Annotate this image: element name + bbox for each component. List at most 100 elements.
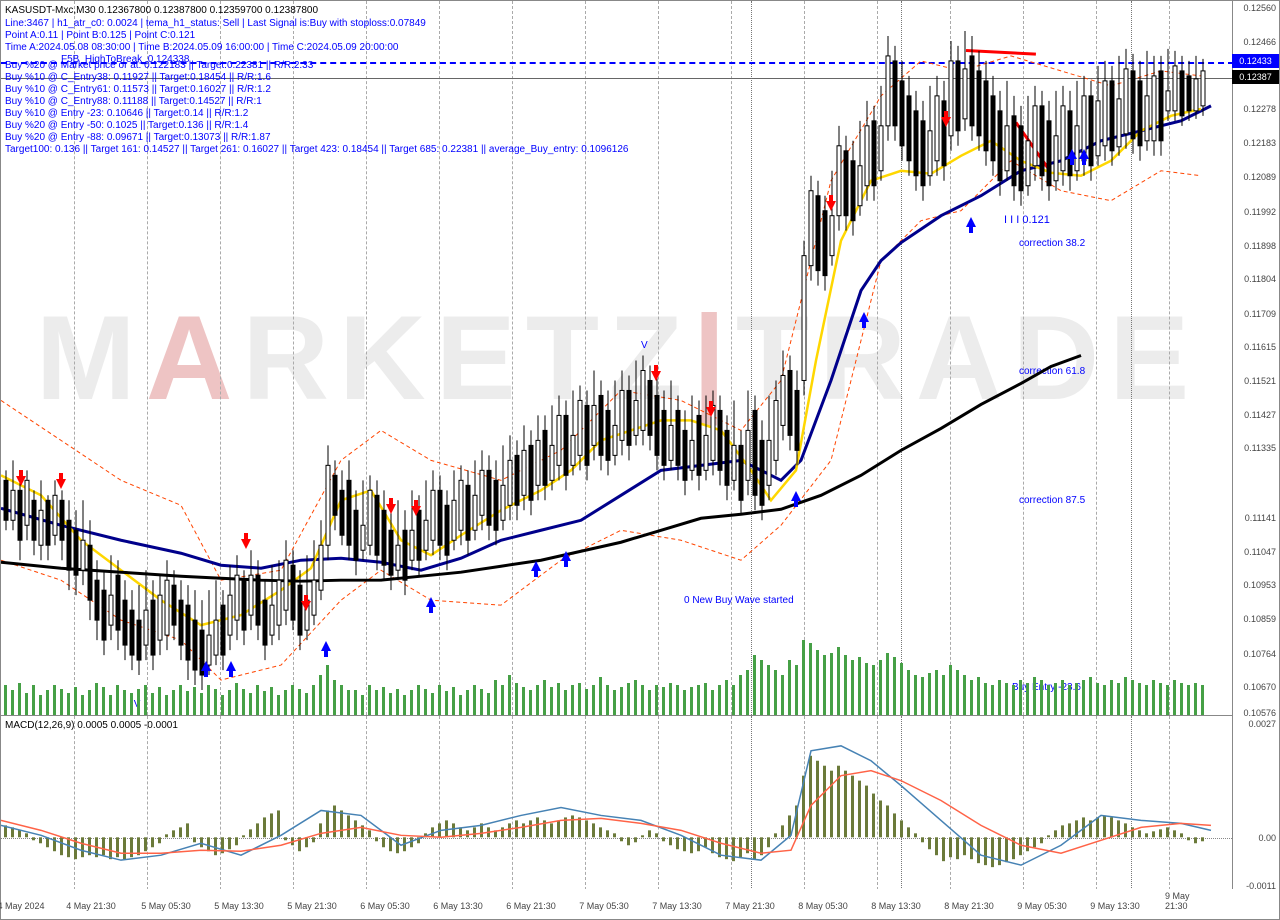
signal-arrow-up <box>1079 149 1089 159</box>
volume-bars <box>1 635 1234 715</box>
y-tick-label: 0.12183 <box>1243 138 1276 148</box>
y-tick-label: 0.10953 <box>1243 580 1276 590</box>
annotation-point-121: I I I 0.121 <box>1004 214 1050 226</box>
y-tick-label: 0.12560 <box>1243 3 1276 13</box>
grid-line <box>877 1 878 715</box>
time-marker-line <box>901 1 902 715</box>
x-tick-label: 5 May 05:30 <box>141 901 191 911</box>
grid-line <box>731 1 732 715</box>
x-tick-label: 8 May 13:30 <box>871 901 921 911</box>
x-tick-label: 8 May 21:30 <box>944 901 994 911</box>
signal-arrow-down <box>651 371 661 381</box>
signal-arrow-up <box>561 551 571 561</box>
price-badge-blue: 0.12433 <box>1232 54 1279 68</box>
annotation-correction-382: correction 38.2 <box>1019 238 1085 249</box>
grid-line <box>366 1 367 715</box>
annotation-correction-875: correction 87.5 <box>1019 495 1085 506</box>
symbol-title: KASUSDT-Mxc,M30 0.12367800 0.12387800 0.… <box>5 5 318 16</box>
y-tick-label: 0.11427 <box>1244 410 1276 420</box>
info-line: Target100: 0.136 || Target 161: 0.14527 … <box>5 144 629 155</box>
signal-arrow-down <box>386 504 396 514</box>
macd-panel[interactable]: MACD(12,26,9) 0.0005 0.0005 -0.0001 <box>1 716 1234 891</box>
signal-arrow-down <box>241 539 251 549</box>
x-tick-label: 6 May 21:30 <box>506 901 556 911</box>
signal-arrow-up <box>859 312 869 322</box>
grid-line <box>950 1 951 715</box>
y-tick-label: 0.11804 <box>1244 274 1276 284</box>
y-tick-label: 0.12466 <box>1243 37 1276 47</box>
price-y-axis: 0.12560 0.12466 0.12433 0.12387 0.12278 … <box>1232 1 1279 716</box>
info-line: Buy %20 @ Entry -88: 0.09671 || Target:0… <box>5 132 271 143</box>
x-tick-label: 9 May 21:30 <box>1165 891 1211 911</box>
y-tick-label: 0.11615 <box>1244 342 1276 352</box>
x-tick-label: 5 May 21:30 <box>287 901 337 911</box>
grid-line <box>439 1 440 715</box>
signal-arrow-down <box>826 201 836 211</box>
grid-line <box>585 1 586 715</box>
y-tick-label: 0.11335 <box>1244 443 1276 453</box>
price-chart-panel[interactable]: MARKETZ|TRADE KASUSDT-Mxc,M30 0.12367800… <box>1 1 1234 716</box>
grid-line <box>658 1 659 715</box>
y-tick-label: 0.0027 <box>1248 719 1276 729</box>
grid-line <box>512 1 513 715</box>
signal-arrow-down <box>56 479 66 489</box>
signal-arrow-down <box>706 407 716 417</box>
x-tick-label: 7 May 21:30 <box>725 901 775 911</box>
y-tick-label: 0.11521 <box>1244 376 1276 386</box>
y-tick-label: 0.10670 <box>1243 682 1276 692</box>
info-line: Time A:2024.05.08 08:30:00 | Time B:2024… <box>5 42 398 53</box>
info-line: Point A:0.11 | Point B:0.125 | Point C:0… <box>5 30 195 41</box>
x-tick-label: 6 May 13:30 <box>433 901 483 911</box>
grid-line <box>804 1 805 715</box>
signal-arrow-down <box>411 506 421 516</box>
annotation-v: V <box>641 340 648 351</box>
y-tick-label: 0.11898 <box>1244 241 1276 251</box>
x-tick-label: 6 May 05:30 <box>360 901 410 911</box>
x-tick-label: 9 May 13:30 <box>1090 901 1140 911</box>
info-line: Buy %10 @ C_Entry88: 0.11188 || Target:0… <box>5 96 262 107</box>
grid-line <box>1169 1 1170 715</box>
time-marker-line <box>751 1 752 715</box>
y-tick-label: 0.00 <box>1258 833 1276 843</box>
grid-line <box>293 1 294 715</box>
x-tick-label: 4 May 2024 <box>0 901 45 911</box>
y-tick-label: 0.10859 <box>1243 614 1276 624</box>
x-tick-label: 7 May 13:30 <box>652 901 702 911</box>
trading-chart-container: MARKETZ|TRADE KASUSDT-Mxc,M30 0.12367800… <box>0 0 1280 920</box>
signal-arrow-down <box>301 601 311 611</box>
signal-arrow-down <box>941 117 951 127</box>
trend-line-red <box>966 49 1036 56</box>
x-tick-label: 9 May 05:30 <box>1017 901 1067 911</box>
time-marker-line <box>1131 1 1132 715</box>
y-tick-label: 0.11992 <box>1244 207 1276 217</box>
y-tick-label: 0.11141 <box>1245 513 1276 523</box>
info-line: Buy %20 @ Entry -50: 0.1025 || Target:0.… <box>5 120 248 131</box>
x-tick-label: 7 May 05:30 <box>579 901 629 911</box>
grid-line <box>1023 1 1024 715</box>
x-tick-label: 4 May 21:30 <box>66 901 116 911</box>
signal-arrow-up <box>791 491 801 501</box>
y-tick-label: 0.11709 <box>1244 309 1276 319</box>
macd-y-axis: 0.0027 0.00 -0.0011 <box>1232 716 1279 891</box>
price-badge-current: 0.12387 <box>1232 70 1279 84</box>
signal-arrow-up <box>531 561 541 571</box>
info-line: Buy %10 @ C_Entry61: 0.11573 || Target:0… <box>5 84 271 95</box>
y-tick-label: 0.10764 <box>1243 649 1276 659</box>
watermark: MARKETZ|TRADE <box>36 289 1200 427</box>
y-tick-label: 0.12089 <box>1243 172 1276 182</box>
grid-line <box>1096 1 1097 715</box>
y-tick-label: 0.12278 <box>1243 104 1276 114</box>
annotation-new-buy-wave: 0 New Buy Wave started <box>684 595 794 606</box>
x-tick-label: 8 May 05:30 <box>798 901 848 911</box>
info-line: Buy %10 @ C_Entry38: 0.11927 || Target:0… <box>5 72 271 83</box>
signal-arrow-up <box>966 217 976 227</box>
info-line: Buy %10 @ Entry -23: 0.10646 || Target:0… <box>5 108 248 119</box>
signal-arrow-up <box>1067 149 1077 159</box>
y-tick-label: -0.0011 <box>1246 881 1276 891</box>
x-tick-label: 5 May 13:30 <box>214 901 264 911</box>
trend-line-red <box>1015 122 1052 173</box>
info-line: Line:3467 | h1_atr_c0: 0.0024 | tema_h1_… <box>5 18 426 29</box>
annotation-correction-618: correction 61.8 <box>1019 366 1085 377</box>
time-x-axis: 4 May 2024 4 May 21:30 5 May 05:30 5 May… <box>1 889 1234 919</box>
y-tick-label: 0.11047 <box>1244 547 1276 557</box>
